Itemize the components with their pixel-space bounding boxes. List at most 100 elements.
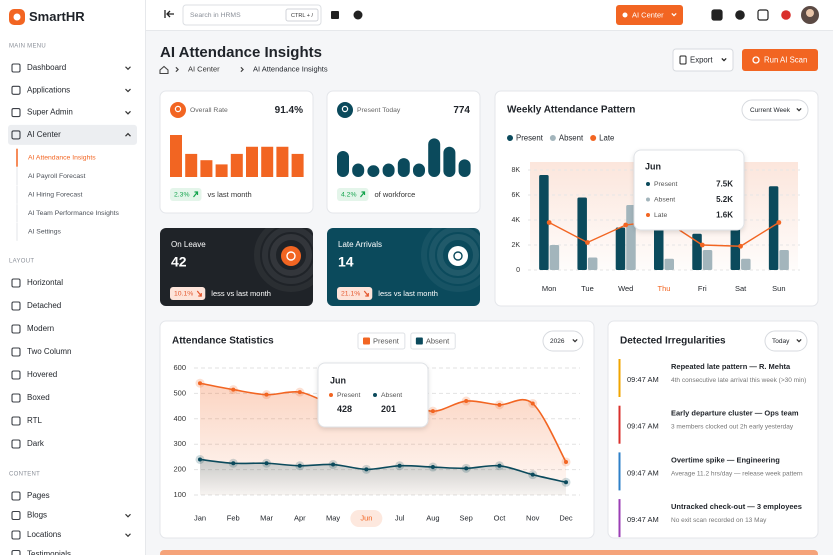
ai-button[interactable] [616, 5, 683, 25]
item-desc: 4th consecutive late arrival this week (… [671, 377, 806, 384]
mini-bar [413, 163, 425, 177]
bar [664, 258, 674, 270]
dropdown[interactable] [542, 330, 584, 352]
x-tick-label: Wed [618, 284, 633, 293]
menu-item[interactable]: Horizontal [27, 278, 63, 287]
y-tick-label: 100 [173, 490, 186, 499]
tooltip-value: 428 [337, 404, 352, 414]
line-point [699, 242, 705, 248]
line-point [264, 392, 269, 397]
submenu-item[interactable]: AI Payroll Forecast [28, 173, 86, 180]
scan-button[interactable] [742, 49, 818, 71]
chevron [796, 107, 802, 112]
dropdown[interactable] [741, 99, 809, 121]
icon[interactable] [331, 11, 339, 19]
trend-arrow [193, 191, 199, 198]
menu-item[interactable]: Super Admin [27, 108, 73, 117]
legend-button[interactable] [410, 332, 456, 350]
menu-icon [11, 416, 21, 426]
menu-item[interactable]: Detached [27, 301, 61, 310]
dropdown[interactable] [764, 330, 808, 352]
line-point [585, 240, 590, 245]
x-tick-label: Mon [542, 284, 557, 293]
menu-item[interactable]: Applications [27, 85, 70, 94]
chevron [796, 338, 802, 343]
line-point [623, 222, 629, 228]
icon[interactable] [781, 10, 791, 20]
line-point [397, 463, 402, 468]
ai-button-icon [622, 12, 628, 18]
change-value: 2.3% [174, 192, 190, 199]
icon[interactable] [757, 9, 769, 21]
x-tick-label: Sep [460, 513, 473, 522]
menu-item[interactable]: Testimonials [27, 550, 71, 555]
bar [587, 257, 598, 270]
icon[interactable] [735, 10, 745, 20]
menu-item[interactable]: Locations [27, 530, 61, 539]
change-pill [170, 287, 206, 300]
line-point [530, 401, 535, 406]
desc-line: No exit scan recorded on 13 May [671, 517, 767, 524]
menu-icon [11, 530, 21, 540]
x-tick-label: Sat [735, 284, 747, 293]
menu-item[interactable]: Boxed [27, 393, 50, 402]
legend-button[interactable] [357, 332, 406, 350]
scan-label: Run AI Scan [764, 55, 807, 64]
mini-bar [367, 165, 380, 177]
chevron [671, 12, 677, 17]
export-button[interactable] [672, 48, 734, 72]
menu-item[interactable]: Two Column [27, 347, 71, 356]
tooltip-swatch [646, 182, 650, 186]
chevron [125, 110, 131, 115]
submenu-item[interactable]: AI Settings [28, 228, 61, 235]
line-point [776, 220, 782, 225]
line-point [198, 381, 202, 386]
y-tick-label: 2K [511, 242, 520, 249]
bar [779, 250, 789, 270]
mini-bar [337, 150, 349, 177]
menu-item[interactable]: Blogs [27, 511, 47, 520]
line-point [464, 466, 469, 471]
line [199, 458, 567, 484]
panel-title: Detected Irregularities [620, 336, 726, 347]
menu-item[interactable]: Dashboard [27, 63, 66, 72]
decor-ring [437, 234, 479, 276]
submenu-item[interactable]: AI Attendance Insights [28, 154, 96, 161]
submenu-item[interactable]: AI Team Performance Insights [28, 210, 120, 217]
menu-item[interactable]: Modern [27, 324, 54, 333]
legend-label: Late [599, 133, 614, 142]
card [326, 90, 481, 214]
breadcrumb: AI Center [188, 64, 220, 73]
collapse-icon[interactable] [164, 10, 174, 18]
chevron [125, 88, 131, 93]
desc-line: 4th consecutive late arrival this week (… [671, 377, 806, 384]
bar [539, 175, 549, 270]
menu-item[interactable]: Hovered [27, 370, 57, 379]
section-title: LAYOUT [9, 259, 34, 265]
menu-icon [11, 324, 21, 334]
line-point [264, 461, 269, 466]
menu-item[interactable]: Pages [27, 491, 50, 500]
submenu-item[interactable]: AI Hiring Forecast [28, 191, 83, 198]
chevron [240, 66, 244, 73]
x-tick-label: Jun [360, 513, 372, 522]
tooltip [633, 149, 745, 231]
menu-item[interactable]: RTL [27, 416, 43, 425]
ai-button-label: AI Center [632, 10, 664, 19]
card [160, 228, 313, 306]
icon[interactable] [353, 10, 363, 20]
menu-item[interactable]: AI Center [27, 130, 61, 139]
tooltip-label: Absent [654, 197, 675, 204]
tooltip-label: Present [337, 392, 361, 399]
legend-swatch [549, 135, 556, 141]
tooltip-label: Absent [381, 392, 402, 399]
y-tick-label: 500 [173, 388, 186, 397]
mini-bar [215, 164, 228, 177]
severity-bar [618, 499, 621, 538]
menu-icon [11, 130, 21, 140]
chevron [572, 338, 578, 343]
mini-bar [170, 135, 182, 177]
mini-bar [291, 153, 304, 177]
menu-item[interactable]: Dark [27, 439, 45, 448]
icon[interactable] [711, 9, 723, 21]
